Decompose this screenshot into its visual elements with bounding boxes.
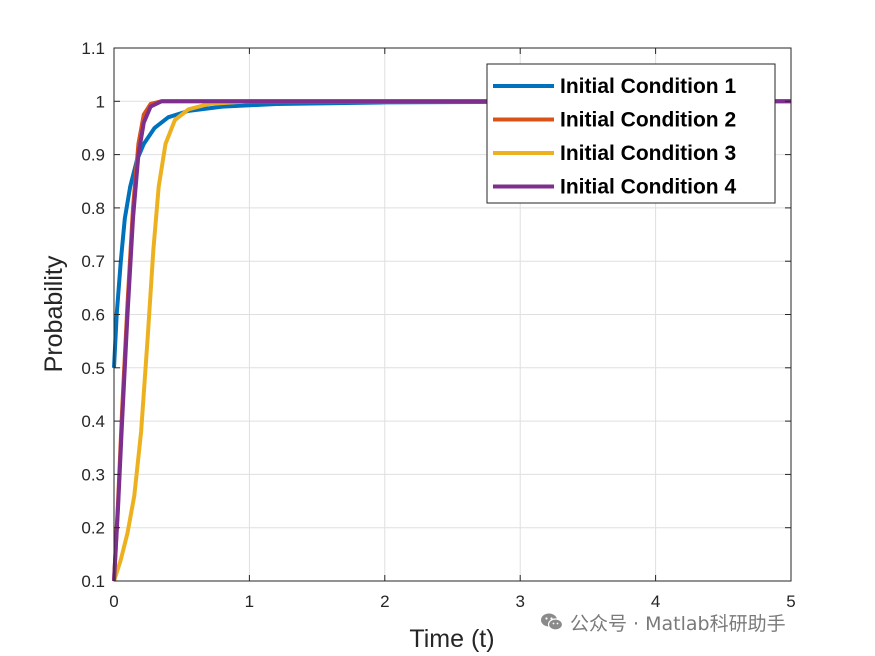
x-tick-label: 2 (380, 592, 389, 611)
y-tick-label: 0.9 (81, 146, 105, 165)
x-tick-label: 0 (109, 592, 118, 611)
series-line-3 (112, 99, 791, 582)
y-axis-label: Probability (40, 255, 68, 372)
legend-label-2: Initial Condition 2 (560, 109, 736, 132)
legend-label-4: Initial Condition 4 (560, 176, 736, 199)
y-tick-label: 0.1 (81, 572, 105, 591)
legend: Initial Condition 1 Initial Condition 2 In… (486, 63, 776, 204)
y-tick-label: 1 (96, 92, 105, 111)
x-tick-label: 1 (245, 592, 254, 611)
y-tick-label: 0.5 (81, 359, 105, 378)
wechat-icon (541, 613, 564, 631)
x-axis-label: Time (t) (409, 625, 494, 653)
legend-label-1: Initial Condition 1 (560, 75, 736, 98)
y-tick-label: 0.8 (81, 199, 105, 218)
y-tick-label: 0.4 (81, 412, 105, 431)
x-tick-label: 5 (786, 592, 795, 611)
y-tick-label: 0.3 (81, 465, 105, 484)
x-tick-label: 3 (515, 592, 524, 611)
x-tick-label: 4 (651, 592, 660, 611)
series-line-4 (112, 99, 791, 582)
series-layer (112, 99, 792, 582)
y-tick-label: 0.7 (81, 252, 105, 271)
y-tick-label: 0.6 (81, 306, 105, 325)
watermark: 公众号 · Matlab科研助手 (540, 608, 786, 636)
y-tick-label: 0.2 (81, 519, 105, 538)
legend-label-3: Initial Condition 3 (560, 142, 736, 165)
watermark-text: 公众号 · Matlab科研助手 (570, 612, 786, 635)
y-tick-label: 1.1 (81, 39, 105, 58)
ticks: 0 1 2 3 4 5 0.1 0.2 0.3 0.4 0.5 0.6 0.7 0.8 0.9 1 1.1 (81, 39, 795, 611)
